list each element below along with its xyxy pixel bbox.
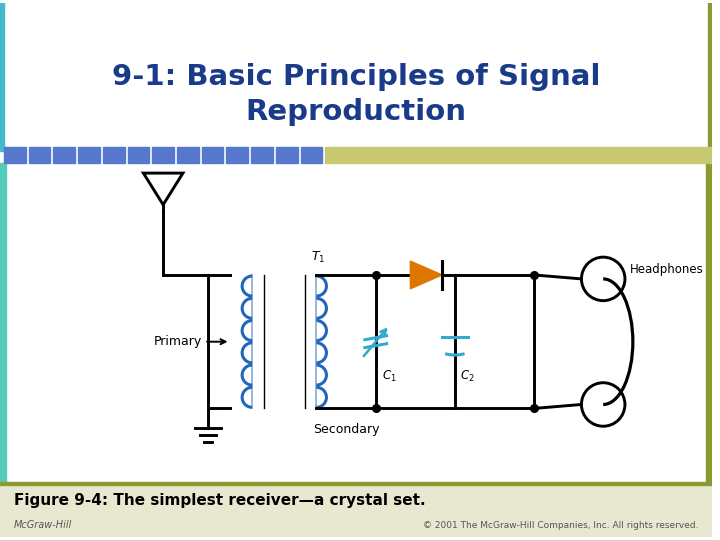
Bar (53, 147, 75, 163)
Text: Secondary: Secondary (313, 423, 379, 436)
Bar (202, 147, 223, 163)
Text: $C_1$: $C_1$ (382, 369, 397, 384)
Text: 9-1: Basic Principles of Signal: 9-1: Basic Principles of Signal (112, 63, 600, 91)
Bar (78, 147, 100, 163)
Bar (153, 147, 174, 163)
Bar (29, 147, 50, 163)
Text: $C_2$: $C_2$ (460, 369, 474, 384)
Bar (251, 147, 273, 163)
Bar (0, 163, 712, 483)
Text: Reproduction: Reproduction (246, 98, 467, 126)
Text: Headphones: Headphones (630, 264, 703, 276)
Bar (0, 483, 712, 537)
Text: © 2001 The McGraw-Hill Companies, Inc. All rights reserved.: © 2001 The McGraw-Hill Companies, Inc. A… (423, 521, 698, 530)
Bar (4, 147, 26, 163)
Bar (227, 147, 248, 163)
Bar (706, 163, 712, 483)
Polygon shape (410, 261, 442, 289)
Bar (0, 163, 6, 483)
Text: Primary: Primary (153, 335, 225, 348)
Bar (177, 147, 199, 163)
Bar (708, 3, 712, 151)
Bar (103, 147, 125, 163)
Text: Figure 9-4: The simplest receiver—a crystal set.: Figure 9-4: The simplest receiver—a crys… (14, 493, 426, 508)
Bar (325, 147, 712, 163)
Text: McGraw-Hill: McGraw-Hill (14, 520, 72, 530)
Bar (0, 3, 4, 151)
Bar (301, 147, 323, 163)
Bar (127, 147, 149, 163)
Bar (0, 3, 712, 151)
Bar (276, 147, 297, 163)
Text: $T_1$: $T_1$ (312, 250, 326, 265)
Bar (0, 482, 712, 484)
